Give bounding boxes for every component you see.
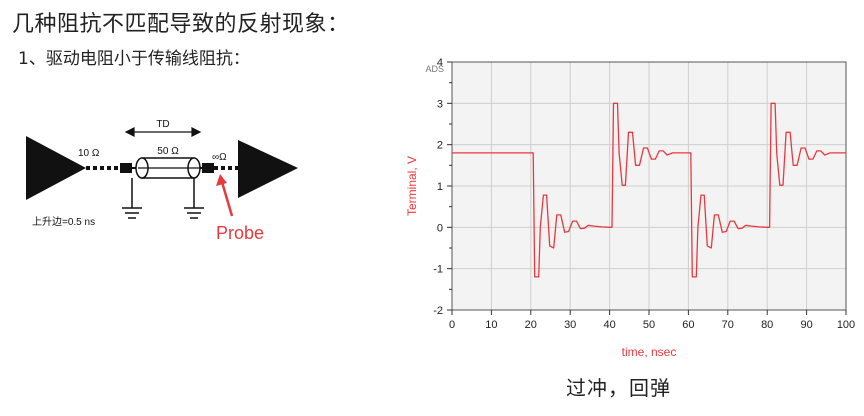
x-tick-label: 10 — [485, 319, 497, 331]
x-tick-label: 60 — [682, 319, 694, 331]
circuit-schematic: TD 10 Ω 50 Ω ∞Ω 上升边=0.5 ns Probe — [26, 119, 298, 243]
series-line — [452, 102, 846, 278]
driver-resistance-label: 10 Ω — [78, 148, 100, 159]
x-axis-label: time, nsec — [622, 345, 677, 359]
td-label: TD — [156, 119, 169, 130]
load-resistor — [202, 163, 214, 173]
probe-label: Probe — [216, 223, 264, 243]
y-tick-label: 0 — [437, 222, 443, 234]
y-tick-label: 1 — [437, 181, 443, 193]
x-tick-label: 80 — [761, 319, 773, 331]
x-tick-label: 0 — [449, 319, 455, 331]
page-title: 几种阻抗不匹配导致的反射现象： — [12, 12, 350, 37]
rise-time-label: 上升边=0.5 ns — [32, 216, 95, 228]
x-tick-label: 50 — [643, 319, 655, 331]
ads-watermark: ADS — [425, 64, 444, 74]
x-tick-label: 20 — [525, 319, 537, 331]
probe-arrow-icon — [216, 174, 234, 217]
chart-caption: 过冲，回弹 — [566, 376, 671, 400]
y-tick-label: 2 — [437, 140, 443, 152]
x-tick-label: 90 — [800, 319, 812, 331]
load-resistance-label: ∞Ω — [212, 152, 227, 163]
y-tick-label: -1 — [433, 264, 443, 276]
ground-icon — [122, 178, 142, 219]
y-tick-label: 3 — [437, 98, 443, 110]
x-tick-label: 30 — [564, 319, 576, 331]
transmission-line-icon — [135, 157, 201, 179]
x-tick-label: 100 — [837, 319, 855, 331]
y-axis-label: Terminal, V — [405, 156, 419, 216]
x-tick-label: 70 — [722, 319, 734, 331]
receiver-triangle-icon — [238, 140, 298, 198]
driver-triangle-icon — [26, 136, 86, 200]
line-impedance-label: 50 Ω — [157, 146, 179, 157]
ground-icon — [184, 178, 204, 219]
page-subtitle: 1、驱动电阻小于传输线阻抗： — [18, 49, 250, 69]
x-tick-label: 40 — [603, 319, 615, 331]
td-arrow-icon — [124, 127, 202, 137]
series-resistor — [120, 163, 132, 173]
y-tick-label: 4 — [437, 57, 443, 69]
y-tick-label: -2 — [433, 305, 443, 317]
